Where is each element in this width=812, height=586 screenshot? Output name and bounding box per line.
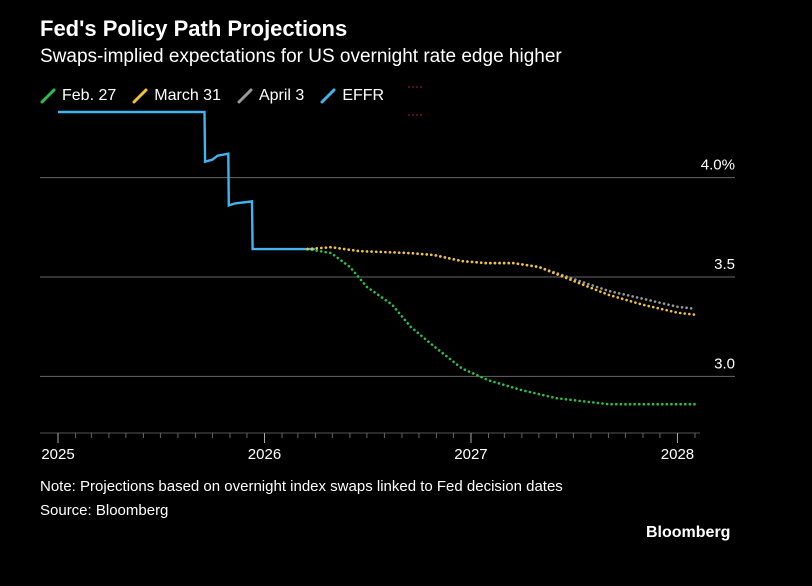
x-tick-label: 2026 [248,446,281,463]
legend-item-feb-27: Feb. 27 [40,87,116,105]
chart-source: Source: Bloomberg [40,502,169,519]
legend-label: April 3 [258,87,305,104]
series-line-april-3 [306,245,697,311]
chart-note: Note: Projections based on overnight ind… [40,478,563,495]
bloomberg-logo: Bloomberg [646,524,731,541]
y-tick-label: 3.5 [714,256,735,273]
legend-item-march-31: March 31 [132,87,221,105]
legend-swatch-icon [237,88,253,104]
legend-label: Feb. 27 [62,87,117,104]
x-tick-label: 2027 [454,446,487,463]
series-line-march-31 [306,245,697,317]
chart-subtitle: Swaps-implied expectations for US overni… [40,46,562,67]
legend-swatch-icon [320,88,336,104]
legend-swatch-icon [40,88,56,104]
chart-legend: Feb. 27 March 31 April 3 EFFR [40,86,423,116]
legend-swatch-icon [132,88,148,104]
x-tick-label: 2028 [661,446,694,463]
legend-extra-mark [408,114,423,116]
legend-label: March 31 [154,87,221,104]
chart-title: Fed's Policy Path Projections [40,16,348,41]
y-tick-label: 3.0 [714,355,735,372]
legend-item-april-3: April 3 [237,87,304,105]
series-line-feb-27 [306,247,697,406]
series-line-effr [58,110,315,251]
y-tick-label: 4.0% [701,157,735,174]
legend-extra-marks [408,86,423,116]
legend-label: EFFR [342,87,385,104]
legend-extra-mark [408,86,423,88]
x-tick-label: 2025 [41,446,74,463]
legend-item-effr: EFFR [320,87,384,105]
